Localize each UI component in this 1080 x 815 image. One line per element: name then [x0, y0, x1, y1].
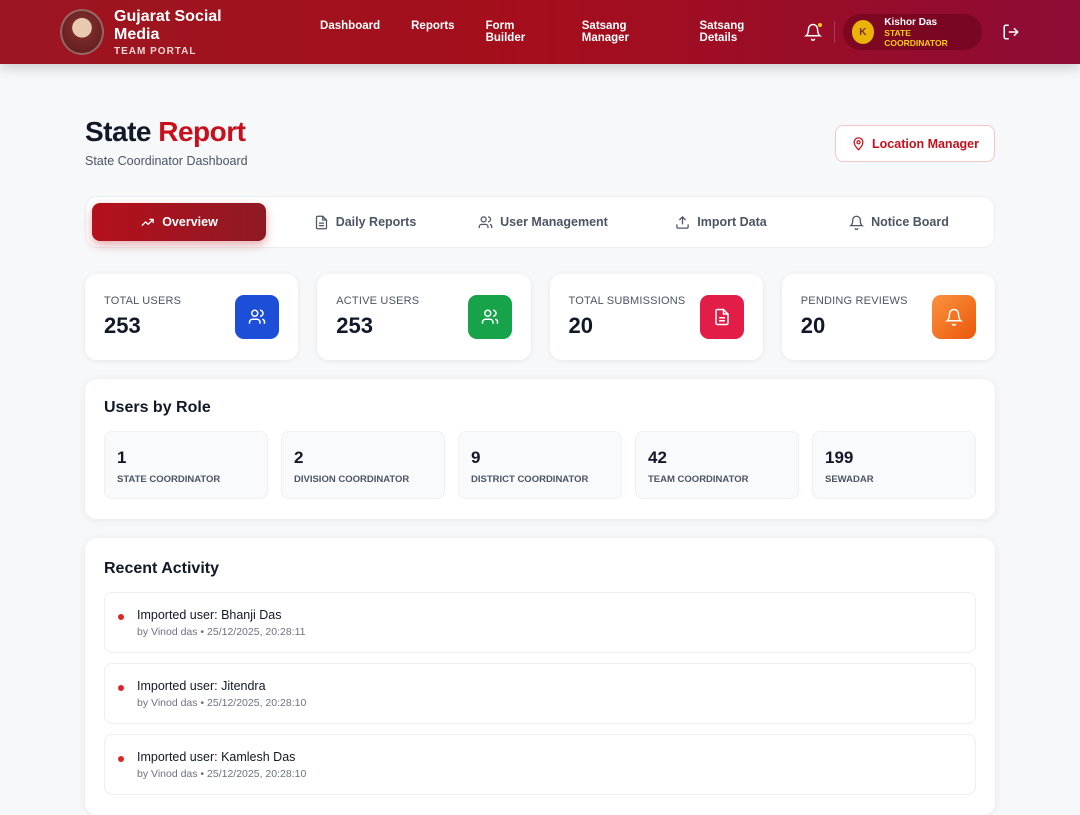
nav-reports[interactable]: Reports: [411, 20, 455, 32]
users-icon: [235, 295, 280, 339]
section-title: Users by Role: [104, 399, 211, 416]
status-dot: [118, 755, 124, 762]
activity-item: Imported user: Kamlesh Das by Vinod das •…: [104, 734, 976, 795]
logout-icon[interactable]: [1002, 23, 1020, 41]
tab-daily-reports[interactable]: Daily Reports: [276, 203, 454, 241]
tab-notice-board[interactable]: Notice Board: [810, 203, 988, 241]
status-dot: [118, 613, 124, 620]
role-item: 2 DIVISION COORDINATOR: [281, 431, 445, 499]
activity-item: Imported user: Jitendra by Vinod das • 25…: [104, 663, 976, 724]
stat-card-active-users: ACTIVE USERS 253: [317, 274, 531, 360]
stat-card-total-submissions: TOTAL SUBMISSIONS 20: [549, 274, 763, 360]
file-icon: [699, 295, 744, 339]
top-nav: Gujarat Social Media TEAM PORTAL Dashboa…: [0, 0, 1080, 64]
role-item: 199 SEWADAR: [812, 431, 976, 499]
logo: [60, 9, 105, 55]
stat-card-total-users: TOTAL USERS 253: [85, 274, 299, 360]
role-item: 9 DISTRICT COORDINATOR: [458, 431, 622, 499]
tab-user-management[interactable]: User Management: [454, 203, 632, 241]
notification-dot: [817, 23, 822, 27]
user-role: STATE COORDINATOR: [884, 27, 948, 48]
nav-satsang-details[interactable]: Satsang Details: [699, 20, 745, 44]
tab-overview[interactable]: Overview: [92, 203, 266, 241]
nav-satsang-manager[interactable]: Satsang Manager: [581, 20, 630, 44]
brand: Gujarat Social Media TEAM PORTAL: [114, 8, 264, 57]
role-item: 42 TEAM COORDINATOR: [635, 431, 799, 499]
map-pin-icon: [853, 137, 864, 151]
trending-up-icon: [141, 218, 154, 226]
upload-icon: [676, 215, 690, 229]
notification-bell-icon[interactable]: [803, 23, 822, 41]
nav-form-builder[interactable]: Form Builder: [485, 20, 526, 44]
bell-icon: [849, 215, 865, 230]
page-subtitle: State Coordinator Dashboard: [85, 154, 248, 168]
user-name: Kishor Das: [884, 16, 938, 28]
tab-bar: Overview Daily Reports User Management I…: [85, 196, 995, 248]
divider: [833, 21, 835, 43]
bell-icon: [932, 295, 976, 339]
page-title: State Report: [85, 116, 246, 147]
app-title: Gujarat Social Media: [114, 7, 222, 43]
location-manager-button[interactable]: Location Manager: [835, 125, 995, 162]
app-subtitle: TEAM PORTAL: [114, 45, 197, 57]
avatar: K: [851, 20, 875, 44]
recent-activity-card: Recent Activity Imported user: Bhanji Da…: [85, 538, 995, 815]
role-item: 1 STATE COORDINATOR: [104, 431, 268, 499]
stat-card-pending-reviews: PENDING REVIEWS 20: [781, 274, 995, 360]
section-title: Recent Activity: [104, 560, 219, 577]
activity-item: Imported user: Bhanji Das by Vinod das • …: [104, 592, 976, 653]
tab-import-data[interactable]: Import Data: [632, 203, 810, 241]
nav-dashboard[interactable]: Dashboard: [320, 20, 381, 32]
status-dot: [118, 684, 124, 691]
users-icon: [467, 295, 512, 339]
user-menu[interactable]: K Kishor Das STATE COORDINATOR: [842, 14, 982, 50]
file-icon: [315, 215, 327, 229]
users-by-role-card: Users by Role 1 STATE COORDINATOR 2 DIVISI…: [85, 379, 995, 519]
users-icon: [478, 215, 493, 228]
